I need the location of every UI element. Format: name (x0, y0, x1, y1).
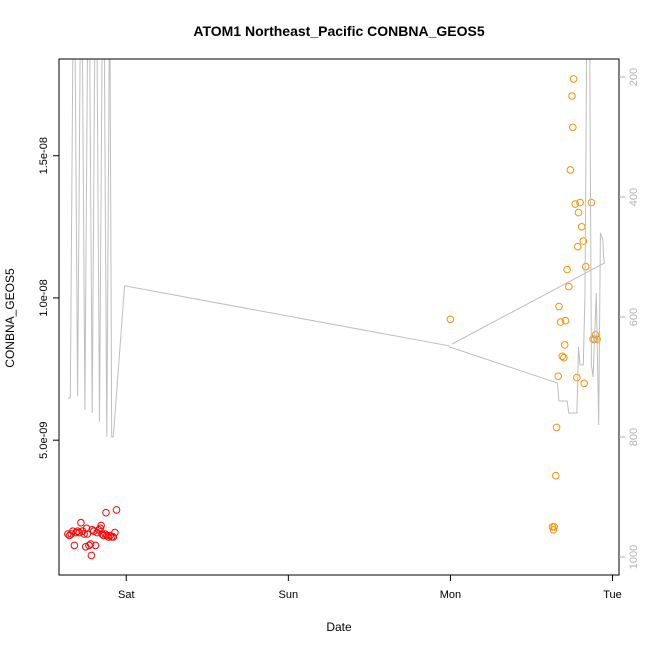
data-point-series-1 (569, 75, 578, 83)
data-point-series-1 (571, 200, 580, 208)
data-point-series-1 (550, 523, 559, 531)
data-point-series-0 (86, 540, 95, 548)
data-point-series-1 (568, 92, 576, 100)
data-point-series-1 (563, 265, 571, 274)
right-tick-label: 800 (628, 428, 640, 446)
data-point-series-0 (91, 541, 100, 550)
data-point-series-1 (446, 315, 455, 324)
x-tick-label: Sun (279, 589, 299, 601)
right-tick-label: 600 (628, 308, 640, 326)
y-tick-label: 5.0e-09 (38, 422, 50, 459)
data-point-series-0 (104, 533, 113, 541)
data-point-series-1 (556, 318, 565, 326)
data-point-series-0 (77, 518, 85, 527)
data-point-series-1 (569, 123, 577, 132)
data-point-series-0 (97, 521, 105, 530)
data-point-series-1 (573, 242, 582, 251)
x-tick-label: Mon (440, 589, 461, 601)
x-tick-label: Tue (603, 589, 622, 601)
data-point-series-1 (579, 237, 588, 245)
data-point-series-0 (90, 527, 98, 536)
data-point-series-0 (83, 530, 92, 538)
data-point-series-1 (573, 373, 581, 382)
data-point-series-0 (70, 541, 79, 550)
data-point-series-1 (555, 302, 563, 311)
data-point-series-1 (574, 208, 583, 217)
data-point-series-1 (560, 341, 569, 349)
data-point-series-0 (98, 530, 106, 538)
data-point-series-1 (552, 471, 560, 480)
data-point-series-0 (73, 527, 82, 536)
data-point-series-1 (591, 331, 600, 339)
data-point-series-1 (576, 198, 584, 207)
data-point-series-1 (565, 282, 573, 291)
right-tick-label: 400 (628, 188, 640, 206)
axis-layer: Sat Sun Mon Tue 5.0e-09 1.0e-08 1.5e-08 200 400 6… (38, 68, 640, 601)
y-axis-label: CONBNA_GEOS5 (3, 268, 17, 368)
x-tick-label: Sat (118, 589, 135, 601)
data-point-series-1 (549, 526, 558, 534)
data-point-series-0 (111, 528, 119, 537)
series-layer (64, 59, 605, 560)
right-tick-label: 200 (628, 68, 640, 86)
data-point-series-0 (102, 508, 110, 517)
data-point-series-1 (580, 379, 589, 388)
y-tick-label: 1.0e-08 (38, 279, 50, 316)
data-point-series-1 (561, 316, 570, 325)
data-point-series-0 (82, 524, 91, 533)
data-point-series-1 (552, 423, 561, 432)
data-point-series-0 (109, 533, 118, 541)
data-point-series-0 (87, 551, 96, 560)
data-point-series-1 (560, 353, 568, 362)
data-point-series-1 (587, 198, 596, 207)
data-point-series-1 (566, 166, 575, 174)
data-point-series-1 (558, 352, 567, 361)
data-point-series-1 (582, 262, 590, 271)
data-point-series-0 (112, 506, 121, 514)
right-tick-label: 1000 (628, 545, 640, 569)
y-tick-label: 1.5e-08 (38, 137, 50, 174)
data-point-series-1 (554, 372, 563, 381)
x-axis-label: Date (326, 620, 352, 634)
chart-title: ATOM1 Northeast_Pacific CONBNA_GEOS5 (193, 23, 484, 39)
pressure-line (67, 59, 605, 438)
